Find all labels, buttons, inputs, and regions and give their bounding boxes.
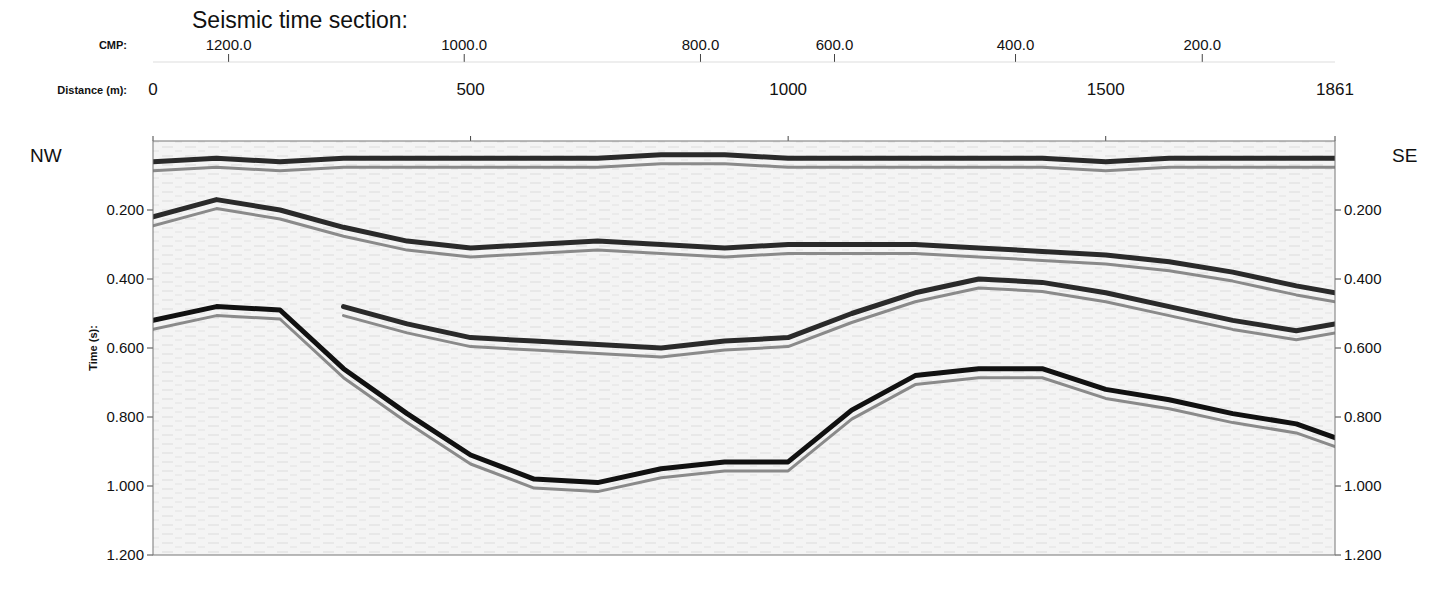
y-tick [1335, 417, 1341, 418]
y-tick-label: 0.400 [1344, 270, 1382, 287]
y-tick-label: 0.800 [1344, 408, 1382, 425]
direction-label: NW [30, 145, 62, 166]
direction-label: SE [1392, 145, 1417, 166]
y-tick-label: 0.400 [106, 270, 144, 287]
y-tick-label: 1.000 [106, 477, 144, 494]
y-tick-label: 0.800 [106, 408, 144, 425]
cmp-tick [700, 54, 701, 62]
x-tick-label: 1500 [1087, 80, 1125, 99]
y-tick [1335, 210, 1341, 211]
y-tick-label: 0.200 [1344, 201, 1382, 218]
cmp-tick [228, 54, 229, 62]
title: Seismic time section: [192, 7, 408, 33]
y-tick [147, 555, 153, 556]
plot-frame [153, 141, 1335, 555]
cmp-tick-label: 1200.0 [206, 36, 252, 53]
y-tick [147, 210, 153, 211]
y-tick-label: 1.200 [1344, 546, 1382, 563]
y-tick [1335, 348, 1341, 349]
reflector [344, 279, 1336, 348]
y-tick [147, 279, 153, 280]
y-tick [147, 417, 153, 418]
x-tick-label: 1000 [769, 80, 807, 99]
cmp-tick-label: 1000.0 [441, 36, 487, 53]
reflector [153, 200, 1335, 293]
y-tick-label: 1.200 [106, 546, 144, 563]
cmp-tick [834, 54, 835, 62]
plot-area [153, 141, 1335, 555]
cmp-tick-label: 600.0 [816, 36, 854, 53]
cmp-tick-label: 200.0 [1183, 36, 1221, 53]
y-tick-label: 0.200 [106, 201, 144, 218]
x-axis-title: Distance (m): [57, 84, 127, 96]
reflector-echo [153, 164, 1335, 171]
x-tick [1105, 136, 1106, 141]
x-tick-label: 0 [148, 80, 157, 99]
y-tick-label: 0.600 [106, 339, 144, 356]
x-tick-label: 1861 [1316, 80, 1354, 99]
x-tick-label: 500 [456, 80, 484, 99]
y-tick [1335, 279, 1341, 280]
y-tick-label: 1.000 [1344, 477, 1382, 494]
cmp-tick [464, 54, 465, 62]
reflector [153, 307, 1335, 483]
cmp-axis-label: CMP: [99, 39, 127, 51]
x-tick [470, 136, 471, 141]
y-tick [147, 348, 153, 349]
reflector-echo [153, 316, 1335, 492]
cmp-axis-line [153, 62, 1335, 63]
reflector [153, 155, 1335, 162]
y-tick-label: 0.600 [1344, 339, 1382, 356]
reflectors [153, 155, 1335, 492]
x-tick [1335, 136, 1336, 141]
y-tick [1335, 555, 1341, 556]
cmp-tick-label: 800.0 [682, 36, 720, 53]
y-tick [147, 486, 153, 487]
cmp-tick [1015, 54, 1016, 62]
reflector-echo [344, 288, 1336, 357]
y-tick [1335, 486, 1341, 487]
x-tick [153, 136, 154, 141]
chart: Seismic time section: CMP: 1200.0 1000.0 800… [0, 0, 1441, 592]
x-tick [788, 136, 789, 141]
cmp-tick [1202, 54, 1203, 62]
y-axis-title: Time (s): [87, 325, 99, 371]
cmp-tick-label: 400.0 [997, 36, 1035, 53]
